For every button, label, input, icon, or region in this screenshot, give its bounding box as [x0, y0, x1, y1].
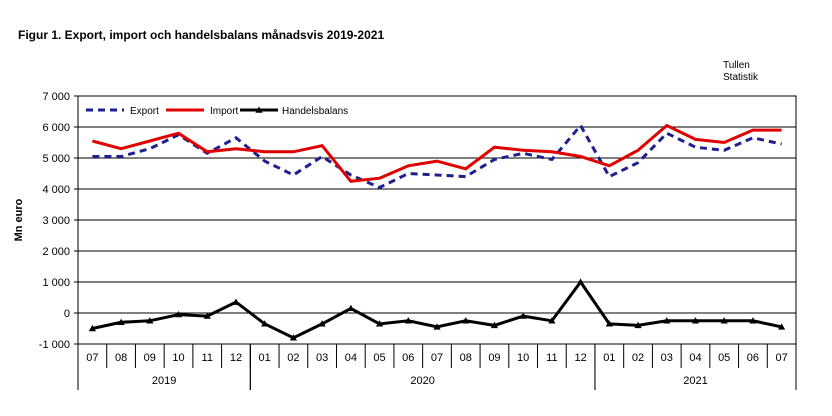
x-tick-label: 07	[776, 352, 788, 364]
y-tick-label: 5 000	[42, 153, 70, 165]
data-point	[462, 317, 470, 324]
data-point	[203, 312, 211, 319]
series-group	[88, 122, 786, 341]
data-point	[347, 304, 355, 312]
y-tick-label: 4 000	[42, 184, 70, 196]
data-point	[605, 320, 613, 327]
data-point	[519, 312, 527, 319]
chart-title: Figur 1. Export, import och handelsbalan…	[18, 28, 385, 42]
legend-label: Import	[210, 106, 239, 117]
y-axis-label: Mn euro	[13, 198, 25, 241]
data-point	[88, 324, 96, 332]
data-point	[634, 321, 642, 329]
source-line-2: Statistik	[723, 72, 759, 83]
x-tick-label: 06	[402, 352, 414, 364]
legend-item-handelsbalans: Handelsbalans	[240, 106, 348, 117]
x-tick-label: 05	[718, 352, 730, 364]
year-label: 2019	[152, 375, 176, 387]
x-tick-label: 03	[661, 352, 673, 364]
data-point	[174, 310, 183, 318]
x-tick-label: 05	[373, 352, 385, 364]
gridlines	[78, 126, 796, 314]
data-point	[433, 323, 441, 330]
data-point	[778, 323, 786, 330]
y-tick-label: 3 000	[42, 215, 70, 227]
x-tick-label: 02	[632, 352, 644, 364]
x-tick-label: 08	[460, 352, 472, 364]
x-tick-label: 10	[172, 352, 184, 364]
x-tick-label: 07	[86, 352, 98, 364]
legend-label: Handelsbalans	[282, 106, 348, 117]
data-point	[720, 317, 728, 324]
data-point	[146, 317, 154, 324]
x-tick-label: 03	[316, 352, 328, 364]
x-tick-label: 09	[488, 352, 500, 364]
legend-label: Export	[130, 106, 159, 117]
x-tick-label: 12	[574, 352, 586, 364]
year-label: 2021	[683, 375, 707, 387]
y-tick-label: 7 000	[42, 91, 70, 103]
x-tick-label: 02	[287, 352, 299, 364]
x-tick-label: 12	[230, 352, 242, 364]
data-point	[404, 317, 412, 324]
data-point	[117, 318, 125, 325]
legend: Export Import Handelsbalans	[86, 106, 348, 117]
x-tick-label: 08	[115, 352, 127, 364]
x-tick-label: 04	[689, 352, 701, 364]
x-tick-label: 11	[546, 352, 557, 364]
legend-item-import: Import	[166, 106, 239, 117]
y-tick-label: 6 000	[42, 122, 70, 134]
x-tick-label: 04	[345, 352, 357, 364]
series-import	[92, 123, 782, 183]
data-point	[691, 317, 700, 324]
x-tick-label: 11	[202, 352, 213, 364]
source-label: Tullen Statistik	[723, 60, 758, 84]
data-point	[261, 320, 269, 327]
source-line-1: Tullen	[723, 60, 750, 71]
data-point	[577, 278, 585, 285]
x-tick-label: 10	[517, 352, 529, 364]
data-point	[255, 106, 263, 113]
data-point	[289, 334, 297, 341]
y-axis-ticks: -1 000 0 1 000 2 000 3 000 4 000 5 000 6 000 7 0…	[39, 91, 78, 351]
x-tick-label: 09	[144, 352, 156, 364]
data-point	[663, 317, 671, 324]
data-point	[490, 321, 499, 329]
data-point	[749, 317, 757, 324]
legend-item-export: Export	[86, 106, 159, 117]
data-point	[375, 320, 384, 327]
x-tick-label: 07	[431, 352, 443, 364]
y-tick-label: -1 000	[39, 339, 70, 351]
y-tick-label: 0	[64, 308, 70, 320]
x-tick-label: 01	[603, 352, 615, 364]
x-tick-label: 06	[747, 352, 759, 364]
y-tick-label: 2 000	[42, 246, 70, 258]
data-point	[318, 320, 326, 327]
x-tick-label: 01	[259, 352, 271, 364]
series-line	[92, 123, 782, 183]
data-point	[548, 317, 556, 324]
year-label: 2020	[410, 375, 434, 387]
y-tick-label: 1 000	[42, 277, 70, 289]
x-axis: 07 08 09 10 11 12 01 02 03 04 05 06 07 08 09 10 11 12 01 02…	[77, 344, 797, 390]
data-point	[232, 298, 240, 305]
series-handelsbalans	[88, 278, 786, 341]
